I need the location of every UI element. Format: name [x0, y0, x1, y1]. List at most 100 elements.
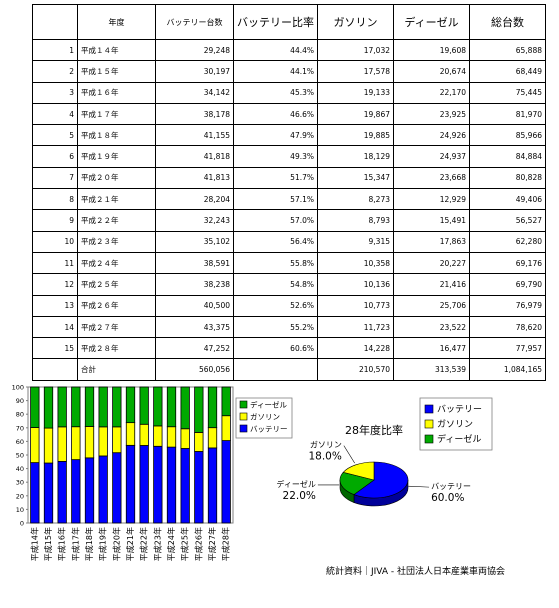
table-cell: 6 [33, 146, 78, 167]
header-cell: 総台数 [470, 5, 546, 40]
table-cell: 23,522 [394, 316, 470, 337]
bar-segment [58, 387, 66, 427]
table-cell: 34,142 [156, 82, 234, 103]
table-cell: 4 [33, 103, 78, 124]
y-tick-label: 100 [12, 384, 24, 392]
table-header-row: 年度 バッテリー台数 バッテリー比率 ガソリン ディーゼル 総台数 [33, 5, 546, 40]
table-cell: 平成１４年 [78, 40, 156, 61]
pie-slice-name: ガソリン [310, 440, 342, 450]
bar-segment [167, 447, 175, 523]
bar-segment [167, 387, 175, 427]
y-tick-label: 30 [16, 479, 24, 487]
table-cell: 15,491 [394, 210, 470, 231]
table-cell: 平成２７年 [78, 316, 156, 337]
table-cell: 24,937 [394, 146, 470, 167]
bar-segment [154, 446, 162, 523]
table-cell: 44.1% [234, 61, 318, 82]
table-cell: 29,248 [156, 40, 234, 61]
table-cell: 24,926 [394, 125, 470, 146]
table-cell: 平成１６年 [78, 82, 156, 103]
bar-segment [126, 423, 134, 446]
bar-segment [31, 463, 39, 523]
y-tick-label: 10 [16, 506, 24, 514]
table-cell: 11 [33, 252, 78, 273]
pie-slice-label: 60.0% [431, 492, 464, 504]
table-cell: 9 [33, 210, 78, 231]
bar-segment [195, 451, 203, 523]
header-cell: ガソリン [318, 5, 394, 40]
table-cell: 41,818 [156, 146, 234, 167]
bar-segment [126, 387, 134, 423]
table-cell: 平成１７年 [78, 103, 156, 124]
table-cell: 49,406 [470, 189, 546, 210]
bar-segment [181, 448, 189, 523]
table-cell: 51.7% [234, 167, 318, 188]
table-cell: 20,674 [394, 61, 470, 82]
table-cell: 18,129 [318, 146, 394, 167]
table-cell: 13 [33, 295, 78, 316]
table-cell: 平成２５年 [78, 274, 156, 295]
table-cell: 38,591 [156, 252, 234, 273]
bar-segment [99, 456, 107, 523]
table-cell: 10 [33, 231, 78, 252]
legend-swatch [425, 405, 433, 413]
table-total-cell: 313,539 [394, 359, 470, 380]
x-tick-label: 平成14年 [29, 527, 39, 561]
table-cell: 56.4% [234, 231, 318, 252]
x-tick-label: 平成17年 [70, 527, 80, 561]
table-cell: 11,723 [318, 316, 394, 337]
bar-segment [44, 463, 52, 523]
legend-swatch [240, 413, 247, 420]
bar-segment [222, 416, 230, 441]
bar-segment [181, 387, 189, 429]
table-cell: 平成２１年 [78, 189, 156, 210]
x-tick-label: 平成22年 [139, 527, 149, 561]
legend-swatch [240, 425, 247, 432]
y-tick-label: 20 [16, 492, 24, 500]
bar-segment [58, 461, 66, 523]
pie-title: 28年度比率 [345, 423, 403, 437]
bar-segment [99, 387, 107, 427]
table-cell: 12,929 [394, 189, 470, 210]
table-cell: 7 [33, 167, 78, 188]
table-cell: 84,884 [470, 146, 546, 167]
table-cell: 19,885 [318, 125, 394, 146]
table-cell: 平成２０年 [78, 167, 156, 188]
table-cell: 21,416 [394, 274, 470, 295]
y-tick-label: 80 [16, 411, 24, 419]
x-tick-label: 平成16年 [57, 527, 67, 561]
table-cell: 17,032 [318, 40, 394, 61]
bar-segment [222, 441, 230, 523]
table-cell: 55.8% [234, 252, 318, 273]
table-cell: 69,176 [470, 252, 546, 273]
table-cell: 19,608 [394, 40, 470, 61]
table-cell: 12 [33, 274, 78, 295]
table-cell: 19,867 [318, 103, 394, 124]
x-tick-label: 平成23年 [152, 527, 162, 561]
table-cell: 20,227 [394, 252, 470, 273]
table-cell: 15 [33, 338, 78, 359]
table-cell: 56,527 [470, 210, 546, 231]
table-cell: 68,449 [470, 61, 546, 82]
table-cell: 65,888 [470, 40, 546, 61]
table-cell: 45.3% [234, 82, 318, 103]
table-cell: 41,813 [156, 167, 234, 188]
pie-slice-name: ディーゼル [276, 479, 315, 489]
table-cell: 23,668 [394, 167, 470, 188]
table-cell: 41,155 [156, 125, 234, 146]
header-cell: ディーゼル [394, 5, 470, 40]
table-cell: 23,925 [394, 103, 470, 124]
table-cell: 10,136 [318, 274, 394, 295]
table-cell: 2 [33, 61, 78, 82]
bar-segment [72, 387, 80, 427]
table-cell: 28,204 [156, 189, 234, 210]
